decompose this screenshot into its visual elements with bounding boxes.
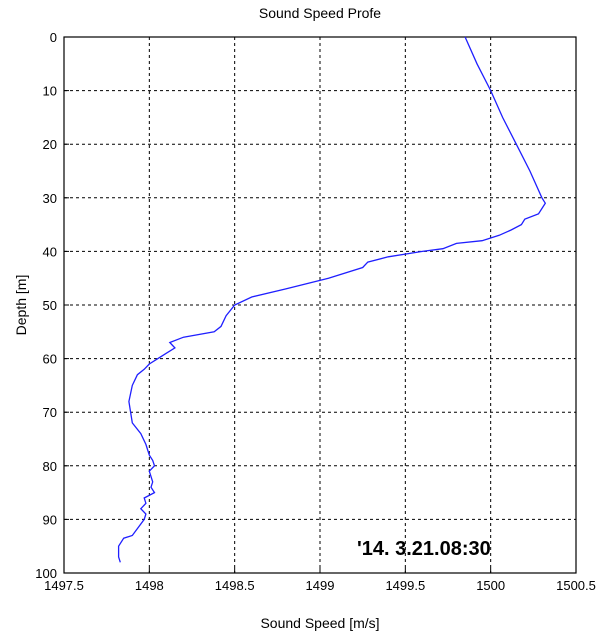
y-tick-label: 0 [50, 30, 57, 45]
axis-ticks: 1497.5 1498 1498.5 1499 1499.5 1500 1500.5 0 10 2… [35, 30, 596, 593]
y-tick-label: 60 [43, 352, 57, 367]
y-tick-label: 30 [43, 191, 57, 206]
x-tick-label: 1499.5 [385, 578, 425, 593]
grid [64, 37, 576, 573]
timestamp-annotation: '14. 3.21.08:30 [357, 538, 491, 560]
y-tick-label: 100 [35, 566, 57, 581]
y-tick-label: 20 [43, 137, 57, 152]
y-tick-label: 70 [43, 405, 57, 420]
x-tick-label: 1497.5 [44, 578, 84, 593]
y-tick-label: 40 [43, 244, 57, 259]
y-tick-label: 50 [43, 298, 57, 313]
sound-speed-series-line [117, 36, 547, 563]
y-axis-label: Depth [m] [13, 275, 29, 336]
x-tick-label: 1500 [476, 578, 505, 593]
x-tick-label: 1500.5 [556, 578, 596, 593]
y-tick-label: 80 [43, 459, 57, 474]
x-tick-label: 1498.5 [215, 578, 255, 593]
x-tick-label: 1498 [135, 578, 164, 593]
x-axis-label: Sound Speed [m/s] [260, 615, 379, 631]
x-tick-label: 1499 [306, 578, 335, 593]
chart-title: Sound Speed Profe [259, 5, 381, 21]
y-tick-label: 90 [43, 512, 57, 527]
y-tick-label: 10 [43, 84, 57, 99]
